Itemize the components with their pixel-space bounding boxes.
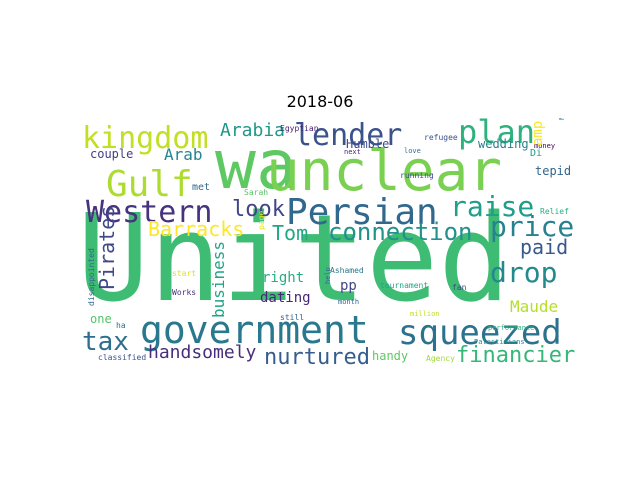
cloud-word-agency: Agency: [426, 354, 455, 363]
cloud-word-government: government: [140, 308, 369, 352]
cloud-word-look: look: [232, 197, 285, 222]
cloud-word-met: met: [192, 182, 210, 193]
cloud-word-classified: classified: [98, 353, 146, 362]
cloud-word-paid: paid: [520, 235, 568, 259]
cloud-word-drop: drop: [490, 256, 557, 289]
cloud-word-next: next: [344, 148, 361, 156]
cloud-word-one: one: [90, 312, 112, 326]
cloud-word-running: running: [400, 171, 434, 180]
cloud-word-million: million: [410, 310, 440, 318]
cloud-word-barracks: Barracks: [148, 217, 244, 241]
cloud-word-western: Western: [86, 195, 212, 230]
cloud-word-palestinians: Palestinians: [474, 338, 525, 346]
cloud-word-fan: fan: [452, 283, 467, 292]
cloud-word-wedding: wedding: [478, 137, 529, 151]
cloud-word-kingdom: kingdom: [82, 121, 208, 156]
cloud-word-arabia: Arabia: [220, 120, 285, 141]
cloud-word-tax: tax: [82, 327, 129, 357]
cloud-word-ha: ha: [116, 321, 126, 330]
cloud-word-united: United: [80, 190, 510, 329]
cloud-word-month: month: [338, 298, 359, 306]
cloud-word-egyptian: Egyptian: [280, 124, 319, 133]
cloud-word-disappointed: disappointed: [87, 248, 96, 306]
cloud-word-unclear: unclear: [266, 139, 502, 204]
cloud-word-financier: financier: [456, 343, 575, 366]
cloud-word-nurtured: nurtured: [264, 345, 370, 366]
cloud-word-love: love: [404, 147, 421, 155]
cloud-word-plan: plan: [458, 118, 535, 151]
cloud-word-nations: Nations: [558, 118, 566, 120]
cloud-word-pp: pp: [340, 278, 357, 294]
cloud-word-pirates: Pirates: [95, 206, 119, 290]
cloud-word-di: Di: [530, 148, 542, 159]
cloud-word-squeezed: squeezed: [398, 313, 562, 353]
cloud-word-dating: dating: [260, 290, 311, 306]
cloud-word-connection: connection: [328, 218, 473, 246]
cloud-word-help: help: [324, 267, 332, 284]
cloud-word-relief: Relief: [540, 207, 569, 216]
cloud-word-still: still: [280, 313, 304, 322]
cloud-word-price: price: [490, 210, 574, 243]
cloud-word-ashamed: Ashamed: [330, 266, 364, 275]
cloud-word-humble: Humble: [346, 137, 389, 151]
cloud-word-page: page: [257, 211, 266, 230]
cloud-word-amp: amp: [530, 121, 546, 146]
cloud-word-performance: performance: [488, 324, 534, 332]
cloud-word-refugee: refugee: [424, 133, 458, 142]
cloud-word-gulf: Gulf: [106, 164, 193, 205]
cloud-word-start: start: [172, 269, 196, 278]
cloud-word-handy: handy: [372, 349, 408, 363]
cloud-word-lender: lender: [294, 118, 402, 153]
cloud-word-wa: wa: [215, 126, 297, 205]
cloud-word-works: Works: [172, 288, 196, 297]
figure-title: 2018-06: [286, 92, 354, 111]
cloud-word-arab: Arab: [164, 145, 203, 164]
cloud-word-business: business: [209, 241, 228, 318]
cloud-word-right: right: [262, 270, 304, 286]
cloud-word-money: money: [534, 142, 555, 150]
cloud-word-couple: couple: [90, 147, 133, 161]
cloud-word-handsomely: handsomely: [148, 342, 257, 363]
cloud-word-sarah: Sarah: [244, 188, 268, 197]
cloud-word-tepid: tepid: [535, 164, 571, 178]
cloud-word-raise: raise: [450, 190, 534, 223]
cloud-word-tom: Tom: [272, 221, 308, 245]
cloud-word-maude: Maude: [510, 297, 558, 316]
cloud-word-tournament: tournament: [380, 281, 428, 290]
cloud-word-persian: Persian: [286, 192, 438, 233]
